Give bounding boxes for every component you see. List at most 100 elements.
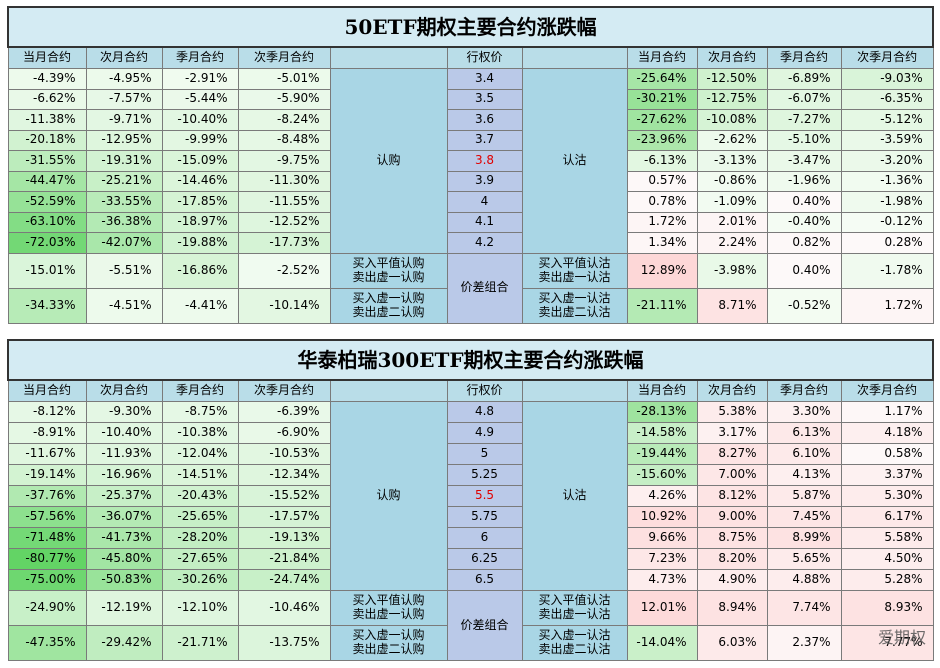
call-header-cell: 次月合约 [85,46,163,69]
put-change-cell: 5.38% [696,401,768,423]
call-change-cell: -52.59% [7,191,87,213]
call-change-cell: -10.53% [237,443,331,465]
call-spread-cell: -29.42% [85,625,163,661]
put-change-cell: 2.01% [696,211,768,233]
call-spread-leg: 买入平值认购 [352,593,425,608]
call-header-cell: 当月合约 [7,379,87,402]
call-header-cell: 季月合约 [161,379,239,402]
put-spread-cell: 0.40% [766,252,842,289]
call-change-cell: -7.57% [85,88,163,110]
put-side-header [521,379,628,402]
call-change-cell: -6.39% [237,401,331,423]
put-change-cell: 8.12% [696,485,768,507]
put-change-cell: 7.00% [696,464,768,486]
call-change-cell: -36.07% [85,506,163,528]
call-change-cell: -8.91% [7,422,87,444]
call-spread-cell: -2.52% [237,252,331,289]
table-title: 华泰柏瑞300ETF期权主要合约涨跌幅 [6,339,935,381]
put-header-cell: 次季月合约 [840,46,934,69]
put-change-cell: 0.58% [840,443,934,465]
call-change-cell: -14.46% [161,170,239,192]
strike-row: -19.14% -16.96% -14.51% -12.34% 5.25 -15.60% 7… [7,464,934,486]
strike-cell: 4.1 [446,211,523,233]
put-change-cell: -2.62% [696,129,768,151]
strike-row: -80.77% -45.80% -27.65% -21.84% 6.25 7.23% 8.2… [7,548,934,570]
call-change-cell: -33.55% [85,191,163,213]
call-change-cell: -9.75% [237,150,331,172]
call-spread-leg: 买入虚一认购 [352,290,425,305]
call-spread-leg: 买入虚一认购 [352,628,425,643]
call-change-cell: -11.55% [237,191,331,213]
call-change-cell: -50.83% [85,569,163,591]
put-change-cell: 1.34% [626,232,698,254]
put-change-cell: -0.86% [696,170,768,192]
call-label: 认购 [329,401,448,591]
put-spread-cell: -0.52% [766,287,842,324]
spread-label: 价差组合 [446,252,523,324]
put-change-cell: -30.21% [626,88,698,110]
call-change-cell: -37.76% [7,485,87,507]
strike-row: -8.91% -10.40% -10.38% -6.90% 4.9 -14.58% 3.17… [7,422,934,444]
call-change-cell: -9.30% [85,401,163,423]
put-header-cell: 季月合约 [766,379,842,402]
strike-row: -31.55% -19.31% -15.09% -9.75% 3.8 -6.13% -3.1… [7,150,934,172]
call-side-header [329,379,448,402]
call-change-cell: -17.57% [237,506,331,528]
strike-cell: 3.4 [446,68,523,90]
put-spread-cell: -14.04% [626,625,698,661]
put-change-cell: 3.37% [840,464,934,486]
watermark: 爱期权 [877,628,926,647]
call-change-cell: -9.99% [161,129,239,151]
put-spread-cell: 8.94% [696,590,768,626]
put-change-cell: -12.75% [696,88,768,110]
strike-row: -11.67% -11.93% -12.04% -10.53% 5 -19.44% 8.27… [7,443,934,465]
strike-cell: 4.2 [446,232,523,254]
call-change-cell: -8.24% [237,109,331,131]
call-change-cell: -9.71% [85,109,163,131]
strike-row: -75.00% -50.83% -30.26% -24.74% 6.5 4.73% 4.90… [7,569,934,591]
call-spread-label: 买入虚一认购 卖出虚二认购 [329,287,448,324]
put-spread-label: 买入虚一认沽 卖出虚二认沽 [521,287,628,324]
strike-row: -37.76% -25.37% -20.43% -15.52% 5.5 4.26% 8.12… [7,485,934,507]
put-change-cell: -23.96% [626,129,698,151]
call-change-cell: -15.09% [161,150,239,172]
put-change-cell: 8.20% [696,548,768,570]
call-change-cell: -15.52% [237,485,331,507]
put-spread-cell: 1.72% [840,287,934,324]
call-spread-cell: -16.86% [161,252,239,289]
strike-cell: 4 [446,191,523,213]
put-spread-cell: 8.71% [696,287,768,324]
put-change-cell: 4.26% [626,485,698,507]
call-header-cell: 当月合约 [7,46,87,69]
call-change-cell: -5.90% [237,88,331,110]
spread-row: -47.35% -29.42% -21.71% -13.75% 买入虚一认购 卖出虚二认购… [7,625,934,661]
put-change-cell: -1.36% [840,170,934,192]
call-change-cell: -12.52% [237,211,331,233]
put-change-cell: -27.62% [626,109,698,131]
put-change-cell: -6.07% [766,88,842,110]
strike-row: -8.12% -9.30% -8.75% -6.39% 认购 4.8 认沽 -28.13% 5.… [7,401,934,591]
put-change-cell: 10.92% [626,506,698,528]
call-change-cell: -20.43% [161,485,239,507]
call-change-cell: -20.18% [7,129,87,151]
put-change-cell: 0.28% [840,232,934,254]
put-change-cell: -0.12% [840,211,934,233]
strike-row: -4.39% -4.95% -2.91% -5.01% 认购 3.4 认沽 -25.64% -1… [7,68,934,254]
put-change-cell: -12.50% [696,68,768,90]
call-change-cell: -71.48% [7,527,87,549]
spread-row: -24.90% -12.19% -12.10% -10.46% 买入平值认购 卖出虚一认购… [7,590,934,661]
put-change-cell: 6.10% [766,443,842,465]
call-change-cell: -41.73% [85,527,163,549]
atm-strike-cell: 3.8 [446,150,523,172]
put-spread-cell: -21.11% [626,287,698,324]
call-spread-leg: 卖出虚二认购 [352,304,425,319]
call-change-cell: -30.26% [161,569,239,591]
put-change-cell: 8.99% [766,527,842,549]
call-spread-cell: -34.33% [7,287,87,324]
put-change-cell: 0.57% [626,170,698,192]
put-spread-leg: 买入平值认沽 [538,255,611,270]
put-spread-leg: 卖出虚一认沽 [538,269,611,284]
strike-cell: 4.8 [446,401,523,423]
put-header-cell: 次月合约 [696,379,768,402]
call-change-cell: -10.38% [161,422,239,444]
